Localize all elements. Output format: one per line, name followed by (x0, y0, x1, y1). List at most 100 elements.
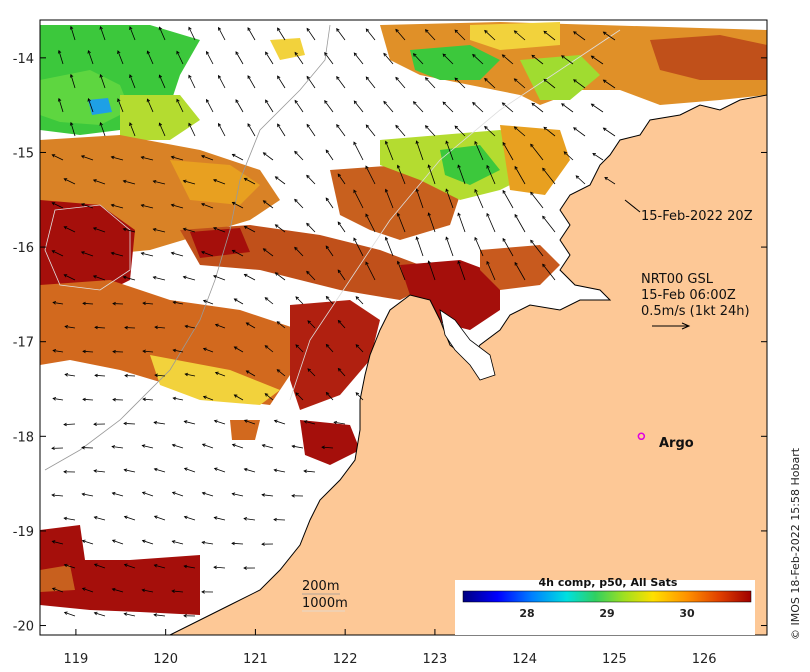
current-arrow (306, 28, 316, 41)
current-arrow (65, 374, 76, 377)
current-arrow (428, 212, 436, 233)
current-arrow (94, 470, 106, 473)
current-arrow (334, 421, 346, 425)
plot-area (40, 20, 767, 635)
current-arrow (235, 99, 244, 113)
current-arrow (428, 260, 436, 281)
current-arrow (604, 177, 616, 185)
current-arrow (93, 179, 106, 185)
current-arrow (292, 445, 304, 449)
current-arrowhead (355, 392, 360, 396)
current-arrowhead (52, 301, 57, 305)
current-arrowhead (445, 188, 449, 193)
current-arrow (154, 468, 166, 473)
current-arrow (514, 126, 526, 137)
current-arrow (82, 350, 94, 353)
current-arrowhead (63, 422, 67, 427)
current-arrow (124, 516, 136, 521)
current-arrow (143, 398, 154, 401)
current-arrow (147, 99, 154, 113)
current-arrow (214, 420, 226, 425)
current-arrow (244, 468, 256, 473)
current-arrowhead (212, 274, 217, 279)
current-arrowhead (277, 123, 281, 128)
current-arrow (82, 588, 94, 593)
current-scale-arrowhead (681, 322, 691, 330)
current-arrowhead (99, 73, 103, 78)
current-arrow (353, 237, 364, 257)
current-arrowhead (218, 122, 222, 127)
current-arrow (395, 29, 406, 41)
current-arrow (275, 224, 286, 233)
current-arrow (486, 261, 496, 281)
current-arrow (543, 78, 556, 89)
current-arrowhead (243, 177, 248, 182)
x-tick-label: 119 (63, 652, 88, 667)
current-arrowhead (99, 121, 103, 126)
current-arrow (337, 173, 346, 185)
current-arrowhead (457, 164, 461, 169)
current-arrow (307, 368, 316, 377)
sst-patch-northeast-dark (650, 35, 767, 80)
current-arrow (306, 223, 316, 233)
current-arrow (365, 261, 376, 281)
current-arrow (234, 346, 244, 353)
current-arrow (82, 493, 94, 497)
current-arrowhead (80, 203, 85, 207)
current-arrowhead (183, 613, 187, 618)
current-arrow (188, 123, 196, 137)
current-arrowhead (474, 140, 478, 145)
current-arrow (129, 122, 136, 137)
current-arrowhead (561, 55, 565, 59)
current-arrowhead (412, 53, 417, 57)
current-arrow (275, 176, 286, 185)
current-arrowhead (213, 565, 217, 570)
current-arrowhead (424, 77, 429, 81)
current-arrowhead (231, 541, 235, 546)
current-arrow (336, 28, 346, 41)
current-arrow (563, 151, 574, 161)
current-arrow (324, 100, 334, 113)
current-arrowhead (64, 373, 69, 377)
sst-patch-north-yellow (470, 22, 560, 50)
current-arrowhead (247, 27, 251, 31)
current-arrow (502, 102, 514, 113)
current-arrow (445, 237, 454, 257)
current-arrowhead (63, 516, 68, 521)
current-arrowhead (243, 517, 248, 521)
current-arrow (70, 26, 76, 41)
current-arrowhead (325, 197, 330, 202)
current-arrowhead (82, 301, 86, 306)
current-arrow (232, 493, 244, 497)
current-arrowhead (153, 515, 158, 519)
current-arrowhead (93, 469, 98, 473)
current-arrowhead (592, 152, 596, 157)
current-arrowhead (442, 101, 447, 106)
current-arrow (263, 152, 274, 161)
current-arrowhead (63, 611, 68, 615)
current-arrowhead (454, 125, 459, 130)
current-arrow (442, 101, 454, 113)
current-arrow (215, 372, 226, 377)
current-arrowhead (245, 322, 250, 326)
current-arrowhead (337, 173, 342, 178)
current-arrowhead (274, 224, 279, 228)
current-arrow (265, 51, 274, 65)
current-arrowhead (563, 151, 568, 155)
sst-patch-small-2 (300, 420, 360, 465)
current-arrow (365, 124, 376, 137)
current-arrowhead (172, 300, 177, 305)
current-arrowhead (472, 101, 476, 106)
current-arrowhead (111, 539, 116, 543)
current-arrowhead (184, 372, 189, 377)
current-arrow (112, 492, 124, 497)
current-arrow (474, 189, 484, 209)
current-arrowhead (182, 227, 187, 232)
current-arrowhead (306, 270, 310, 275)
current-arrowhead (321, 445, 325, 450)
current-arrowhead (80, 251, 85, 255)
current-arrowhead (202, 347, 207, 352)
current-arrow (457, 165, 466, 185)
current-arrow (276, 321, 286, 329)
isobath-200m (44, 24, 331, 471)
